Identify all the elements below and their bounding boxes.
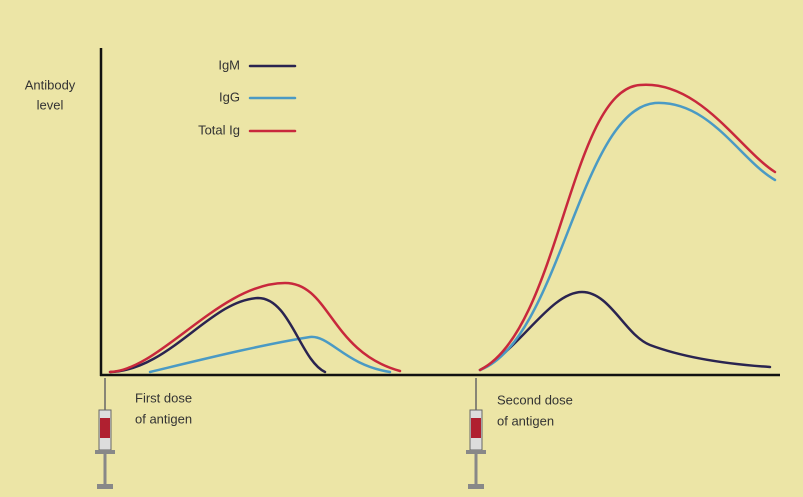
legend-label: Total Ig [198,122,240,137]
annotation: of antigen [135,411,192,426]
syringe [466,378,486,489]
igg-curve [148,335,392,374]
total-curve [478,83,777,372]
legend-label: IgM [218,57,240,72]
igm-curve [478,290,772,372]
axis-label: Antibody [25,77,76,92]
annotation: of antigen [497,413,554,428]
total-curve [108,281,402,374]
syringe [95,378,115,489]
legend-label: IgG [219,89,240,104]
axis-label: level [37,97,64,112]
igg-curve [478,101,777,372]
igm-curve [108,296,327,374]
annotation: Second dose [497,392,573,407]
annotation: First dose [135,390,192,405]
